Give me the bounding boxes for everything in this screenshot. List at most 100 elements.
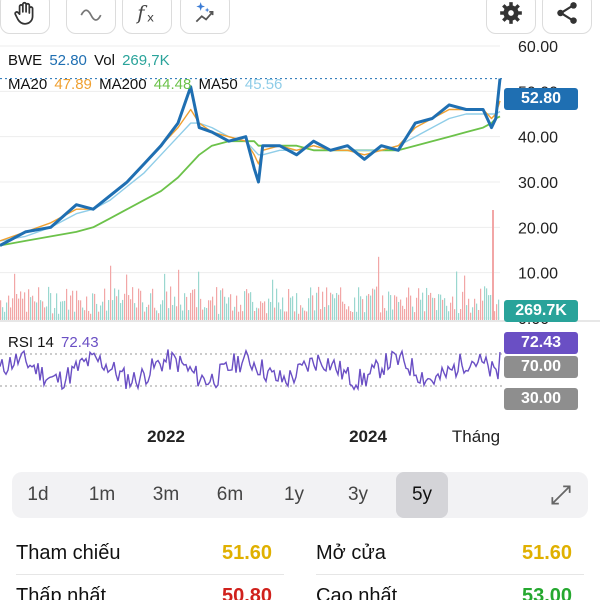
volume-bar <box>276 288 278 320</box>
volume-bar <box>44 307 46 320</box>
volume-bar <box>410 295 412 320</box>
volume-bar <box>488 295 490 320</box>
vol-label: Vol <box>94 52 115 69</box>
line-tool-button[interactable] <box>66 0 116 34</box>
volume-bar <box>320 309 322 320</box>
volume-bar <box>48 286 50 320</box>
volume-bar <box>226 303 228 320</box>
volume-bar <box>464 275 466 320</box>
volume-bar <box>164 273 166 320</box>
volume-bar <box>466 305 468 320</box>
volume-bar <box>112 300 114 320</box>
volume-bar <box>452 296 454 320</box>
volume-bar <box>390 295 392 320</box>
volume-bar <box>348 306 350 320</box>
volume-bar <box>148 304 150 320</box>
volume-bar <box>72 290 74 320</box>
volume-bar <box>412 306 414 320</box>
volume-bar <box>414 312 416 320</box>
vol-value: 269,7K <box>122 52 170 69</box>
volume-bar <box>174 296 176 320</box>
volume-bar <box>382 295 384 320</box>
volume-bar <box>2 307 4 320</box>
volume-bar <box>476 303 478 320</box>
x-tick-label: Tháng <box>452 427 500 446</box>
legend-price-row: BWE 52.80 Vol 269,7K <box>8 52 173 69</box>
volume-bar <box>490 294 492 320</box>
high-label: Cao nhất <box>316 585 398 600</box>
volume-bar <box>260 301 262 320</box>
volume-bar <box>218 313 220 320</box>
volume-bar <box>240 304 242 320</box>
volume-bar <box>78 300 80 320</box>
series-bwe <box>0 78 502 247</box>
volume-bar <box>324 307 326 320</box>
volume-bar <box>114 288 116 320</box>
period-3m[interactable]: 3m <box>152 484 180 505</box>
gear-icon <box>500 2 522 24</box>
volume-bar <box>438 294 440 320</box>
volume-bar <box>308 298 310 320</box>
period-6m[interactable]: 6m <box>216 484 244 505</box>
volume-bar <box>54 307 56 320</box>
period-1d[interactable]: 1d <box>27 484 49 505</box>
volume-bar <box>478 310 480 320</box>
volume-bar <box>380 312 382 320</box>
volume-bar <box>190 292 192 320</box>
y-tick-label: 60.00 <box>518 40 558 56</box>
volume-bar <box>282 297 284 320</box>
volume-bar <box>194 289 196 320</box>
ma50-value: 45.56 <box>244 76 283 93</box>
rsi-value: 72.43 <box>61 334 99 351</box>
volume-bar <box>62 301 64 320</box>
expand-icon[interactable] <box>548 482 574 508</box>
volume-bar <box>392 309 394 320</box>
reference-label: Tham chiếu <box>16 542 121 564</box>
volume-bar <box>378 256 380 320</box>
volume-bar <box>20 291 22 320</box>
volume-bar <box>248 293 250 320</box>
volume-bar <box>50 293 52 320</box>
volume-bar <box>124 293 126 320</box>
period-1y[interactable]: 1y <box>283 484 305 505</box>
period-3y[interactable]: 3y <box>347 484 369 505</box>
volume-bar <box>278 302 280 320</box>
volume-bar <box>486 288 488 320</box>
volume-bar <box>286 311 288 320</box>
symbol-label: BWE <box>8 52 43 69</box>
volume-bar <box>428 295 430 320</box>
volume-bar <box>338 294 340 320</box>
volume-bar <box>448 311 450 320</box>
ai-button[interactable] <box>180 0 230 34</box>
share-button[interactable] <box>542 0 592 34</box>
volume-bar <box>304 310 306 320</box>
period-1m[interactable]: 1m <box>88 484 116 505</box>
volume-bar <box>292 296 294 320</box>
volume-bar <box>66 288 68 320</box>
volume-bar <box>196 307 198 320</box>
volume-bar <box>214 305 216 320</box>
high-value: 53.00 <box>522 585 573 600</box>
volume-bar <box>434 298 436 320</box>
svg-text:x: x <box>147 11 154 25</box>
volume-bar <box>46 306 48 320</box>
volume-bar <box>172 305 174 320</box>
settings-button[interactable] <box>486 0 536 34</box>
volume-bar <box>422 292 424 320</box>
period-5y[interactable]: 5y <box>396 472 448 518</box>
volume-bar <box>84 310 86 320</box>
volume-bar <box>408 287 410 320</box>
volume-bar <box>208 300 210 320</box>
hand-tool-button[interactable] <box>0 0 50 34</box>
volume-bar <box>8 295 10 320</box>
volume-bar <box>92 293 94 320</box>
volume-bar <box>70 295 72 320</box>
volume-bar <box>188 310 190 320</box>
volume-bar <box>230 294 232 320</box>
price-chart[interactable]: 60.0050.0040.0030.0020.0010.000.00202220… <box>0 40 600 450</box>
volume-bar <box>10 307 12 320</box>
volume-bar <box>204 307 206 320</box>
volume-bar <box>328 305 330 320</box>
